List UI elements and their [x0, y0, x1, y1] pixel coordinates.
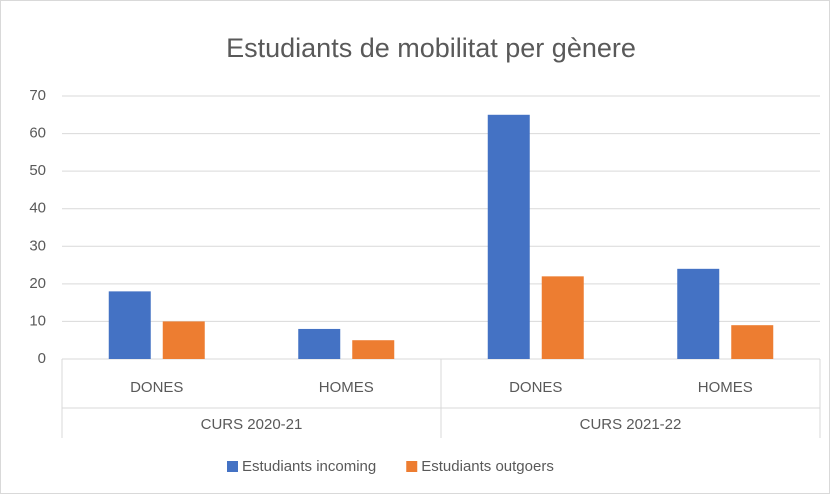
x-tick-label: DONES: [509, 379, 562, 396]
bar: [108, 291, 151, 359]
legend-label: Estudiants outgoers: [421, 458, 554, 475]
bar: [541, 276, 584, 359]
y-tick-label: 0: [38, 350, 46, 367]
bar: [487, 114, 530, 360]
x-tick-label: DONES: [130, 379, 183, 396]
bar: [731, 325, 774, 359]
y-tick-label: 50: [29, 162, 46, 179]
y-tick-label: 30: [29, 237, 46, 254]
bar: [162, 321, 205, 359]
y-tick-label: 20: [29, 275, 46, 292]
bar: [298, 328, 341, 359]
bar: [352, 340, 395, 359]
group-label: CURS 2021-22: [580, 416, 682, 433]
x-tick-label: HOMES: [698, 379, 753, 396]
chart-title: Estudiants de mobilitat per gènere: [226, 33, 636, 63]
x-tick-label: HOMES: [319, 379, 374, 396]
y-tick-label: 40: [29, 200, 46, 217]
legend-label: Estudiants incoming: [242, 458, 376, 475]
bar: [677, 268, 720, 359]
y-tick-label: 70: [29, 87, 46, 104]
y-tick-label: 60: [29, 125, 46, 142]
group-label: CURS 2020-21: [201, 416, 303, 433]
legend-swatch: [227, 461, 238, 472]
y-tick-label: 10: [29, 312, 46, 329]
legend-swatch: [406, 461, 418, 472]
